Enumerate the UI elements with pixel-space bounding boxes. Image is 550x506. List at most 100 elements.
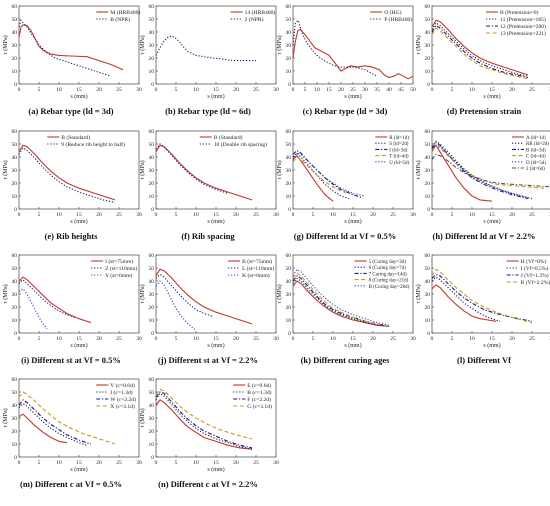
y-tick-label: 60	[286, 129, 292, 135]
x-tick-label: 10	[469, 212, 475, 218]
y-tick-label: 40	[149, 403, 155, 409]
legend-label: 14 (HRB400)	[245, 9, 276, 16]
x-tick-label: 30	[273, 212, 279, 218]
y-tick-label: 20	[425, 305, 431, 311]
y-tick-label: 20	[425, 181, 431, 187]
x-tick-label: 15	[76, 87, 82, 93]
panel-caption: (d) Pretension strain	[447, 106, 522, 116]
legend-label: D (ld=5d)	[526, 161, 546, 166]
y-tick-label: 0	[14, 82, 17, 88]
y-tick-label: 60	[149, 4, 155, 10]
panel-caption: (k) Different curing ages	[301, 355, 391, 365]
x-tick-label: 25	[350, 87, 356, 93]
x-tick-label: 10	[193, 336, 199, 342]
x-tick-label: 0	[155, 212, 158, 218]
x-tick-label: 20	[96, 87, 102, 93]
x-tick-label: 30	[136, 336, 142, 342]
x-tick-label: 5	[175, 87, 178, 93]
x-tick-label: 30	[410, 212, 416, 218]
panel-caption: (e) Rib heights	[45, 231, 99, 241]
y-axis-label: τ (MPa)	[415, 35, 422, 54]
x-tick-label: 15	[213, 212, 219, 218]
x-tick-label: 5	[304, 87, 307, 93]
y-tick-label: 50	[12, 266, 18, 272]
legend-label: X (c=3.1d)	[110, 403, 135, 410]
y-tick-label: 20	[149, 305, 155, 311]
legend-label: B (Standard)	[61, 134, 90, 141]
series-line	[155, 144, 253, 201]
y-tick-label: 60	[12, 253, 18, 259]
x-axis-label: s (mm)	[344, 218, 361, 225]
x-axis-label: s (mm)	[344, 93, 361, 100]
legend-label: B (ld=3d)	[526, 148, 546, 153]
x-tick-label: 50	[410, 87, 416, 93]
y-tick-label: 30	[149, 292, 155, 298]
x-axis-label: s (mm)	[207, 93, 224, 100]
series-line	[155, 143, 229, 194]
x-tick-label: 5	[38, 336, 41, 342]
panel-caption: (c) Rebar type (ld = 3d)	[303, 106, 388, 116]
legend-label: V (c=0.6d)	[110, 382, 135, 389]
legend-label: B (NPR)	[110, 16, 130, 23]
y-tick-label: 30	[425, 292, 431, 298]
y-tick-label: 40	[425, 30, 431, 36]
legend-label: RR (ld=2d)	[526, 142, 549, 147]
y-tick-label: 60	[12, 4, 18, 10]
x-tick-label: 15	[213, 460, 219, 466]
series-line	[292, 28, 414, 80]
y-tick-label: 40	[149, 279, 155, 285]
y-axis-label: τ (MPa)	[139, 408, 146, 427]
x-tick-label: 20	[370, 336, 376, 342]
series-line	[155, 268, 253, 325]
series-line	[431, 142, 529, 200]
x-tick-label: 30	[273, 336, 279, 342]
x-tick-label: 15	[489, 336, 495, 342]
legend-label: L (st=110mm)	[242, 265, 274, 272]
y-tick-label: 50	[425, 266, 431, 272]
y-tick-label: 10	[286, 69, 292, 75]
legend-label: B (Standard)	[214, 134, 243, 141]
y-axis-label: τ (MPa)	[2, 408, 9, 427]
series-line	[155, 388, 253, 440]
x-tick-label: 20	[233, 212, 239, 218]
y-tick-label: 20	[425, 56, 431, 62]
legend-label: H (Vf=0%)	[521, 258, 547, 265]
y-tick-label: 30	[149, 416, 155, 422]
y-axis-label: τ (MPa)	[415, 160, 422, 179]
x-tick-label: 25	[253, 336, 259, 342]
legend-label: J (Vf=1.2%)	[521, 272, 549, 279]
x-tick-label: 25	[390, 336, 396, 342]
y-tick-label: 0	[151, 207, 154, 213]
y-tick-label: 20	[286, 56, 292, 62]
series-line	[292, 152, 366, 197]
legend-label: C (ld=4d)	[526, 155, 546, 160]
y-tick-label: 20	[12, 181, 18, 187]
series-line	[431, 284, 497, 322]
x-axis-label: s (mm)	[70, 93, 87, 100]
y-tick-label: 60	[149, 129, 155, 135]
y-axis-label: τ (MPa)	[139, 284, 146, 303]
x-tick-label: 25	[529, 212, 535, 218]
series-line	[155, 35, 256, 62]
legend-label: 2 (NPR)	[245, 16, 264, 23]
legend-label: 10 (Double rib spacing)	[214, 141, 267, 148]
y-tick-label: 50	[12, 390, 18, 396]
series-line	[292, 149, 362, 198]
y-tick-label: 50	[286, 17, 292, 23]
series-line	[18, 144, 116, 201]
x-axis-label: s (mm)	[483, 342, 500, 349]
series-line	[18, 413, 68, 444]
x-tick-label: 5	[175, 212, 178, 218]
x-tick-label: 10	[56, 336, 62, 342]
series-line	[431, 24, 529, 79]
x-tick-label: 0	[155, 336, 158, 342]
series-line	[18, 288, 48, 330]
legend-label: M (HRB400)	[110, 9, 140, 16]
x-tick-label: 30	[410, 336, 416, 342]
y-tick-label: 60	[12, 129, 18, 135]
x-tick-label: 0	[18, 460, 21, 466]
series-line	[292, 156, 350, 194]
y-tick-label: 30	[12, 168, 18, 174]
y-tick-label: 50	[149, 390, 155, 396]
series-line	[431, 22, 529, 77]
